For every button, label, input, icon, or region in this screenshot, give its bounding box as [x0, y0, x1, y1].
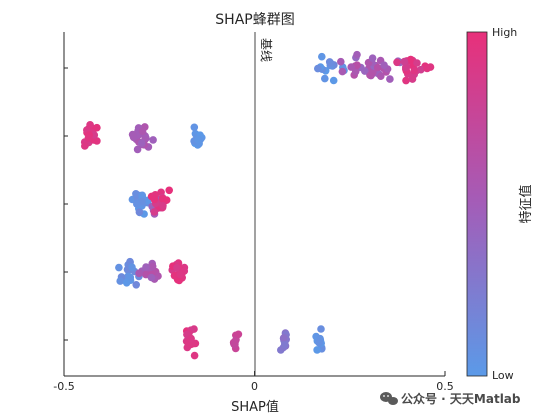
data-point	[162, 196, 171, 204]
data-point	[81, 142, 89, 150]
colorbar	[466, 31, 488, 377]
x-tick-label: 0.5	[436, 380, 454, 393]
data-point	[190, 351, 199, 360]
data-point	[281, 341, 289, 349]
y-axis-ticks	[64, 67, 68, 341]
data-point	[386, 75, 394, 83]
data-point	[116, 277, 124, 285]
data-point	[115, 263, 123, 272]
data-points	[80, 50, 435, 360]
data-point	[142, 263, 150, 271]
data-point	[135, 208, 144, 216]
data-point	[132, 281, 140, 289]
data-point	[417, 65, 425, 74]
data-point	[318, 52, 326, 61]
data-point	[366, 71, 375, 80]
chart-title: SHAP蜂群图	[215, 12, 294, 28]
data-point	[126, 273, 135, 282]
data-point	[426, 63, 435, 71]
data-point	[407, 55, 415, 64]
data-point	[408, 75, 417, 83]
data-point	[315, 338, 323, 347]
watermark-text: 公众号 · 天天Matlab	[401, 391, 521, 406]
data-point	[377, 72, 385, 80]
data-point	[321, 74, 329, 83]
x-axis-ticks: -0.5 0 0.5	[53, 371, 454, 393]
data-point	[147, 273, 156, 282]
data-point	[368, 54, 377, 62]
data-point	[159, 202, 167, 210]
data-point	[148, 262, 157, 271]
data-point	[93, 123, 101, 132]
data-point	[317, 325, 325, 333]
data-point	[337, 57, 345, 66]
data-point	[400, 57, 409, 66]
data-point	[234, 330, 243, 339]
data-point	[133, 200, 141, 208]
watermark: 公众号 · 天天Matlab	[380, 391, 521, 406]
data-point	[231, 338, 239, 347]
data-point	[329, 76, 338, 85]
data-point	[361, 67, 369, 75]
x-tick-label: -0.5	[53, 380, 74, 393]
data-point	[380, 61, 388, 69]
data-point	[326, 59, 335, 67]
data-point	[338, 67, 347, 76]
data-point	[353, 61, 361, 69]
data-point	[173, 263, 181, 272]
data-point	[393, 58, 401, 67]
data-point	[190, 123, 199, 132]
x-tick-label: 0	[251, 380, 258, 393]
data-point	[133, 145, 142, 154]
data-point	[402, 63, 410, 72]
data-point	[138, 127, 147, 136]
data-point	[84, 134, 93, 142]
colorbar-low-label: Low	[492, 369, 514, 382]
data-point	[402, 76, 410, 85]
data-point	[135, 269, 143, 278]
data-point	[137, 139, 146, 147]
data-point	[175, 276, 183, 285]
data-point	[314, 64, 322, 73]
data-point	[353, 50, 361, 59]
data-point	[122, 279, 131, 287]
data-point	[313, 346, 321, 354]
data-point	[128, 263, 136, 272]
data-point	[410, 66, 419, 75]
wechat-icon	[380, 392, 398, 405]
x-axis-label: SHAP值	[231, 399, 279, 415]
baseline-label: 基线	[259, 38, 273, 62]
data-point	[413, 59, 421, 67]
data-point	[373, 63, 382, 72]
data-point	[132, 190, 140, 198]
data-point	[149, 136, 157, 144]
colorbar-label: 特征值	[518, 184, 534, 223]
colorbar-high-label: High	[492, 26, 517, 39]
data-point	[165, 186, 173, 195]
data-point	[347, 63, 356, 71]
data-point	[150, 208, 159, 216]
data-point	[187, 334, 195, 343]
data-point	[279, 334, 288, 342]
data-point	[150, 195, 159, 204]
data-point	[128, 130, 137, 139]
data-point	[176, 270, 184, 279]
data-point	[86, 121, 94, 129]
data-point	[194, 135, 202, 144]
